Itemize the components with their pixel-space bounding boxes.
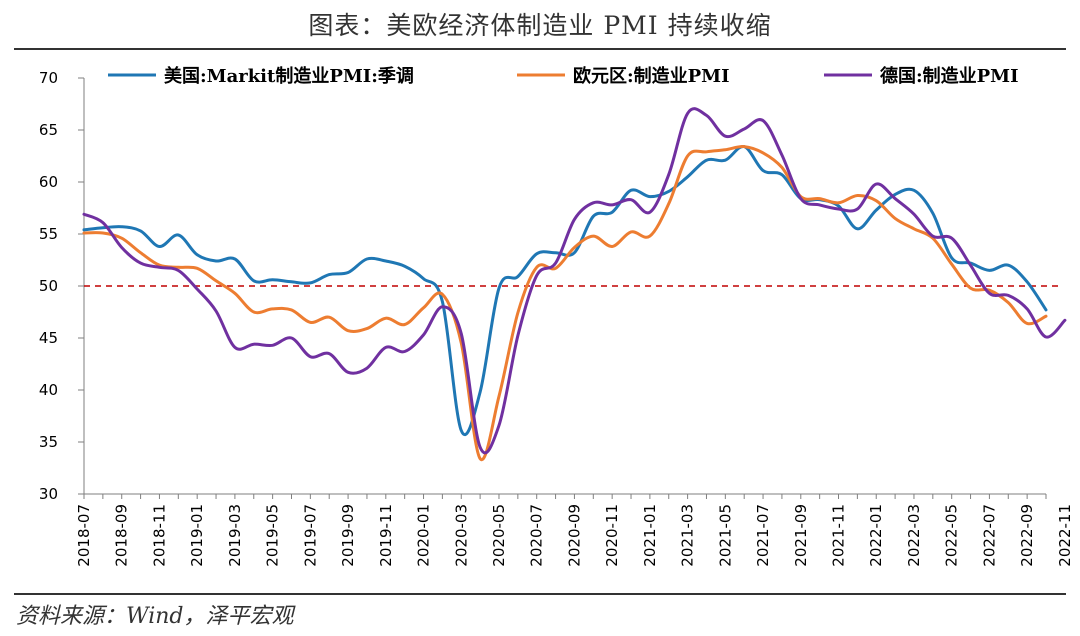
legend-eurozone-label: 欧元区:制造业PMI bbox=[573, 65, 730, 87]
x-tick-label: 2021-11 bbox=[830, 504, 848, 567]
chart-legend: 美国:Markit制造业PMI:季调 欧元区:制造业PMI 德国:制造业PMI bbox=[108, 65, 1019, 87]
x-tick-label: 2022-07 bbox=[980, 504, 998, 567]
y-tick-label: 45 bbox=[39, 329, 58, 347]
y-tick-label: 40 bbox=[39, 381, 58, 399]
x-tick-label: 2022-01 bbox=[867, 504, 885, 567]
footer-rule bbox=[14, 593, 1066, 595]
y-tick-label: 55 bbox=[39, 225, 58, 243]
x-tick-label: 2020-11 bbox=[603, 504, 621, 567]
x-tick-label: 2022-05 bbox=[943, 504, 961, 567]
x-tick-label: 2021-01 bbox=[641, 504, 659, 567]
pmi-line-chart: 30 35 40 45 50 55 60 65 70 2018-07 2018-09 2018-11 2… bbox=[39, 65, 1074, 567]
y-tick-label: 50 bbox=[39, 277, 58, 295]
legend-us-label: 美国:Markit制造业PMI:季调 bbox=[164, 65, 414, 87]
x-tick-label: 2019-01 bbox=[188, 504, 206, 567]
chart-title: 图表：美欧经济体制造业 PMI 持续收缩 bbox=[308, 11, 772, 40]
us-markit-pmi-line bbox=[82, 145, 1048, 437]
title-rule bbox=[14, 48, 1066, 50]
x-tick-label: 2022-09 bbox=[1018, 504, 1036, 567]
germany-pmi-line bbox=[82, 107, 1067, 455]
x-tick-label: 2022-11 bbox=[1056, 504, 1074, 567]
x-tick-label: 2020-01 bbox=[415, 504, 433, 567]
x-tick-label: 2020-07 bbox=[528, 504, 546, 567]
x-tick-label: 2021-03 bbox=[679, 504, 697, 567]
y-tick-label: 30 bbox=[39, 485, 58, 503]
legend-germany-label: 德国:制造业PMI bbox=[880, 65, 1019, 87]
x-tick-label: 2021-07 bbox=[754, 504, 772, 567]
chart-series-lines bbox=[82, 107, 1067, 462]
y-tick-label: 70 bbox=[39, 69, 58, 87]
x-tick-label: 2018-07 bbox=[75, 504, 93, 567]
x-tick-label: 2019-07 bbox=[301, 504, 319, 567]
chart-axes: 30 35 40 45 50 55 60 65 70 2018-07 2018-09 2018-11 2… bbox=[39, 69, 1074, 567]
x-tick-label: 2018-09 bbox=[113, 504, 131, 567]
y-tick-label: 35 bbox=[39, 433, 58, 451]
x-tick-label: 2021-09 bbox=[792, 504, 810, 567]
x-tick-label: 2022-03 bbox=[905, 504, 923, 567]
x-tick-label: 2020-05 bbox=[490, 504, 508, 567]
x-tick-label: 2019-09 bbox=[339, 504, 357, 567]
y-tick-label: 65 bbox=[39, 121, 58, 139]
x-tick-label: 2021-05 bbox=[716, 504, 734, 567]
x-tick-label: 2020-03 bbox=[452, 504, 470, 567]
eurozone-pmi-line bbox=[82, 145, 1048, 462]
x-tick-label: 2019-11 bbox=[377, 504, 395, 567]
x-tick-label: 2018-11 bbox=[150, 504, 168, 567]
x-tick-label: 2020-09 bbox=[565, 504, 583, 567]
x-tick-label: 2019-03 bbox=[226, 504, 244, 567]
y-tick-label: 60 bbox=[39, 173, 58, 191]
source-note: 资料来源：Wind，泽平宏观 bbox=[16, 604, 294, 629]
x-tick-label: 2019-05 bbox=[264, 504, 282, 567]
